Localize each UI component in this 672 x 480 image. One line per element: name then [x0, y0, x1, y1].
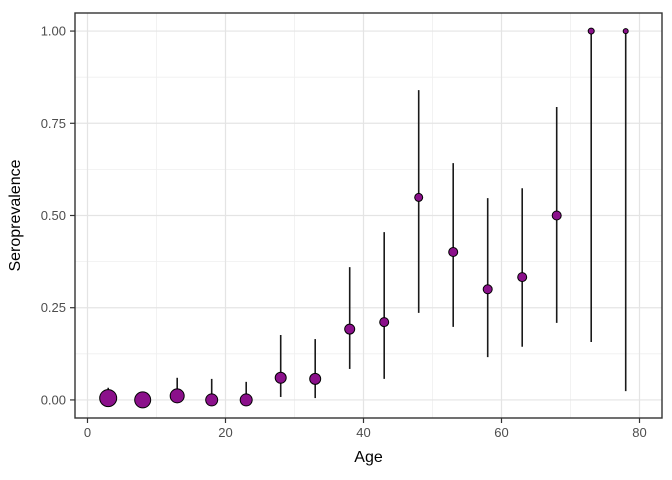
data-point [448, 247, 459, 258]
x-axis-tick-label: 60 [494, 425, 508, 440]
data-point [169, 388, 185, 404]
data-point [587, 27, 595, 35]
y-axis-title: Seroprevalence [7, 159, 24, 271]
data-point [205, 393, 219, 407]
y-axis-tick-label: 0.00 [41, 392, 66, 407]
data-point [134, 391, 152, 409]
data-point [274, 371, 287, 384]
data-point [517, 272, 528, 283]
y-axis-tick-label: 1.00 [41, 24, 66, 39]
y-axis-tick-label: 0.75 [41, 116, 66, 131]
x-axis-tick-label: 80 [632, 425, 646, 440]
x-axis-tick-label: 20 [218, 425, 232, 440]
data-point [622, 28, 629, 35]
x-axis-tick-label: 0 [84, 425, 91, 440]
x-axis-tick-label: 40 [356, 425, 370, 440]
data-point [482, 284, 493, 295]
data-point [344, 323, 356, 335]
x-axis-title: Age [354, 449, 383, 466]
data-point [239, 393, 253, 407]
data-point [309, 372, 322, 385]
data-point [99, 389, 118, 408]
data-point [551, 210, 562, 221]
y-axis-tick-label: 0.25 [41, 300, 66, 315]
y-axis-tick-label: 0.50 [41, 208, 66, 223]
data-point [414, 192, 424, 202]
data-point [379, 317, 390, 328]
